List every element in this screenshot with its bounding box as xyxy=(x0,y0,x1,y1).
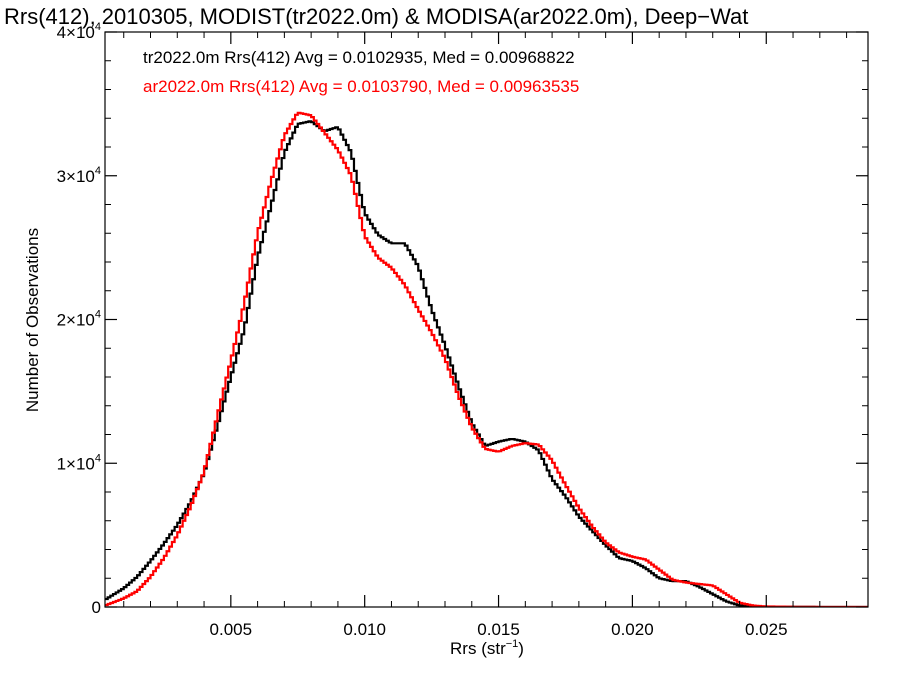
y-tick-label: 0 xyxy=(92,598,101,617)
x-axis-label-main: Rrs (str xyxy=(450,639,506,658)
axes: 0.005 0.010 0.015 0.020 0.02501×1042×1043×10… xyxy=(57,21,869,639)
legend: tr2022.0m Rrs(412) Avg = 0.0102935, Med … xyxy=(143,48,579,96)
y-axis-label: Number of Observations xyxy=(23,228,42,412)
x-tick-label: 0.010 xyxy=(343,620,386,639)
x-axis-label-close: ) xyxy=(518,639,524,658)
y-tick-label-exponent: 4 xyxy=(95,21,101,33)
chart-title: Rrs(412), 2010305, MODIST(tr2022.0m) & M… xyxy=(4,4,748,29)
x-tick-label: 0.015 xyxy=(477,620,520,639)
series-1-histogram xyxy=(105,120,868,607)
legend-entry-2: ar2022.0m Rrs(412) Avg = 0.0103790, Med … xyxy=(143,77,579,96)
y-tick-label: 3×104 xyxy=(57,165,101,186)
y-tick-label-exponent: 4 xyxy=(95,452,101,464)
x-axis-label-exponent: −1 xyxy=(506,638,519,650)
y-tick-label-exponent: 4 xyxy=(95,165,101,177)
series-2-histogram xyxy=(105,111,868,607)
legend-entry-1: tr2022.0m Rrs(412) Avg = 0.0102935, Med … xyxy=(143,48,575,67)
x-tick-label: 0.020 xyxy=(611,620,654,639)
y-tick-label: 2×104 xyxy=(57,309,101,330)
y-tick-label-base: 4×10 xyxy=(57,23,95,42)
y-tick-label-base: 0 xyxy=(92,598,101,617)
y-tick-label-exponent: 4 xyxy=(95,309,101,321)
plot-area xyxy=(105,111,868,607)
y-tick-label-base: 3×10 xyxy=(57,167,95,186)
x-tick-label: 0.025 xyxy=(745,620,788,639)
y-tick-label-base: 2×10 xyxy=(57,311,95,330)
y-tick-label-base: 1×10 xyxy=(57,454,95,473)
y-tick-label: 4×104 xyxy=(57,21,101,42)
y-tick-label: 1×104 xyxy=(57,452,101,473)
x-tick-label: 0.005 xyxy=(210,620,253,639)
x-axis-label: Rrs (str−1) xyxy=(450,638,524,658)
